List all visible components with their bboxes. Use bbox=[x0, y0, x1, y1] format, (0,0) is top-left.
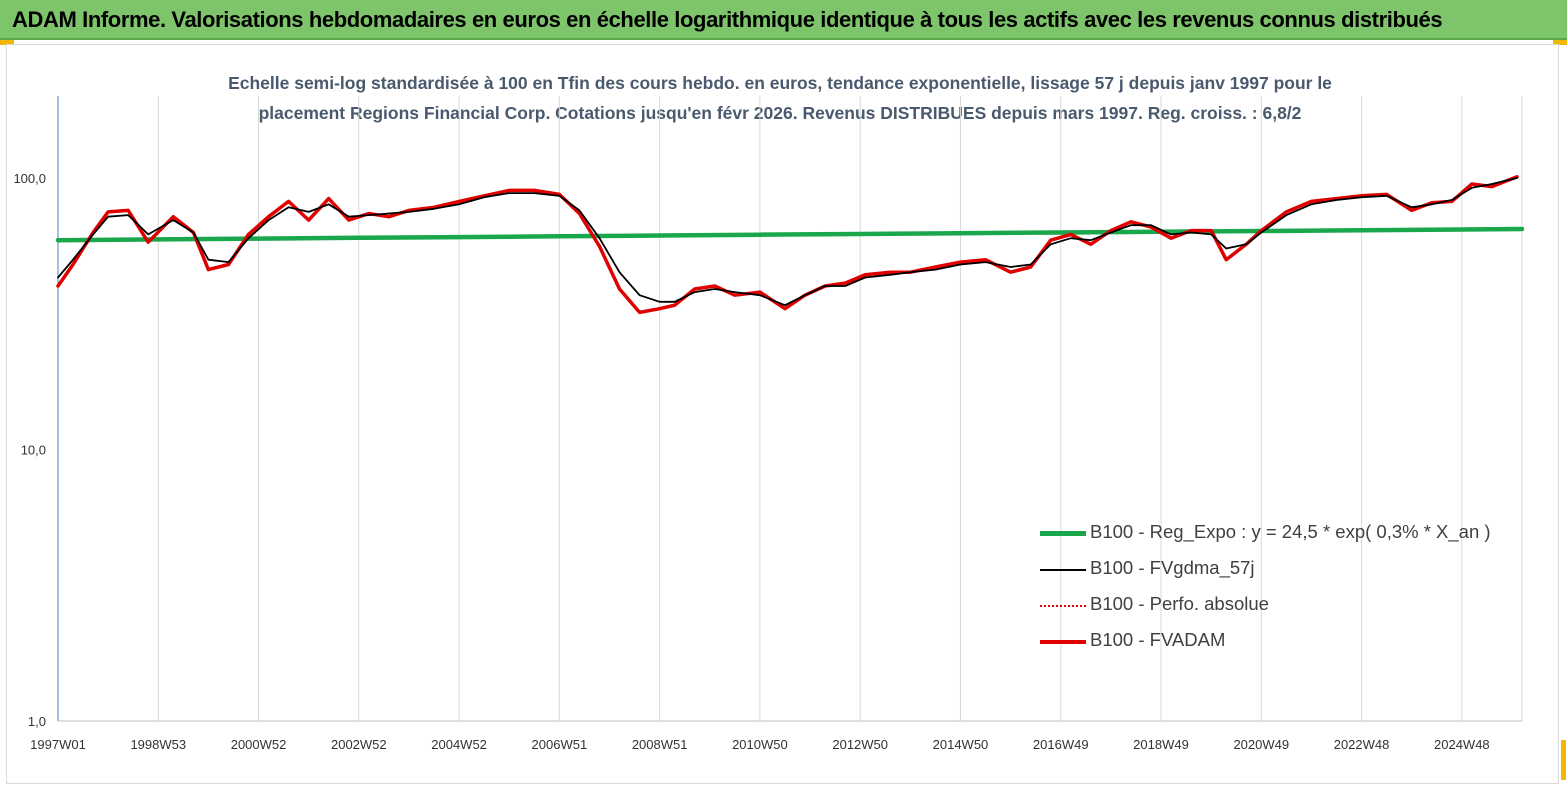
series-line-perfo bbox=[57, 176, 1518, 314]
y-tick-label: 10,0 bbox=[21, 443, 46, 458]
chart-title: Echelle semi-log standardisée à 100 en T… bbox=[150, 68, 1410, 128]
chart-title-line-2: placement Regions Financial Corp. Cotati… bbox=[258, 103, 1302, 123]
y-tick-label: 100,0 bbox=[13, 171, 46, 186]
legend-label-reg-expo: B100 - Reg_Expo : y = 24,5 * exp( 0,3% *… bbox=[1090, 521, 1491, 542]
tick-label-layer: 1,0 10,0 100,0 1997W01 1998W53 2000W52 2002W52… bbox=[13, 171, 1489, 752]
x-tick-label: 2004W52 bbox=[431, 737, 487, 752]
x-tick-label: 2024W48 bbox=[1434, 737, 1490, 752]
x-tick-label: 1998W53 bbox=[130, 737, 186, 752]
x-tick-label: 2014W50 bbox=[933, 737, 989, 752]
corner-accent-top-right bbox=[1553, 40, 1567, 45]
y-tick-label: 1,0 bbox=[28, 714, 46, 729]
x-tick-label: 1997W01 bbox=[30, 737, 86, 752]
chart-title-line-1: Echelle semi-log standardisée à 100 en T… bbox=[228, 73, 1332, 93]
corner-accent-bottom-right bbox=[1561, 740, 1566, 780]
series-line-fvadam bbox=[56, 175, 1519, 315]
x-tick-label: 2010W50 bbox=[732, 737, 788, 752]
legend-swatch-fvgdma bbox=[1040, 569, 1086, 571]
legend-label-fvadam: B100 - FVADAM bbox=[1090, 629, 1226, 650]
legend-label-fvgdma: B100 - FVgdma_57j bbox=[1090, 557, 1255, 578]
report-title: ADAM Informe. Valorisations hebdomadaire… bbox=[12, 7, 1443, 32]
x-tick-label: 2008W51 bbox=[632, 737, 688, 752]
x-tick-label: 2012W50 bbox=[832, 737, 888, 752]
series-layer bbox=[55, 175, 1525, 315]
x-tick-label: 2000W52 bbox=[231, 737, 287, 752]
x-tick-label: 2022W48 bbox=[1334, 737, 1390, 752]
legend-swatch-fvadam bbox=[1040, 640, 1086, 644]
legend-swatch-reg-expo bbox=[1040, 531, 1086, 536]
report-banner: ADAM Informe. Valorisations hebdomadaire… bbox=[0, 0, 1567, 40]
chart-frame bbox=[6, 44, 1559, 784]
series-line-reg-expo bbox=[55, 226, 1525, 243]
x-tick-label: 2016W49 bbox=[1033, 737, 1089, 752]
series-line-fvgdma bbox=[57, 177, 1518, 307]
legend-swatch-perfo bbox=[1040, 605, 1086, 607]
corner-accent-top-left bbox=[0, 40, 14, 45]
axis-layer bbox=[57, 96, 1522, 722]
x-tick-label: 2020W49 bbox=[1233, 737, 1289, 752]
x-tick-label: 2006W51 bbox=[532, 737, 588, 752]
x-tick-label: 2002W52 bbox=[331, 737, 387, 752]
grid-layer bbox=[157, 96, 1523, 721]
legend-label-perfo: B100 - Perfo. absolue bbox=[1090, 593, 1269, 614]
x-tick-label: 2018W49 bbox=[1133, 737, 1189, 752]
